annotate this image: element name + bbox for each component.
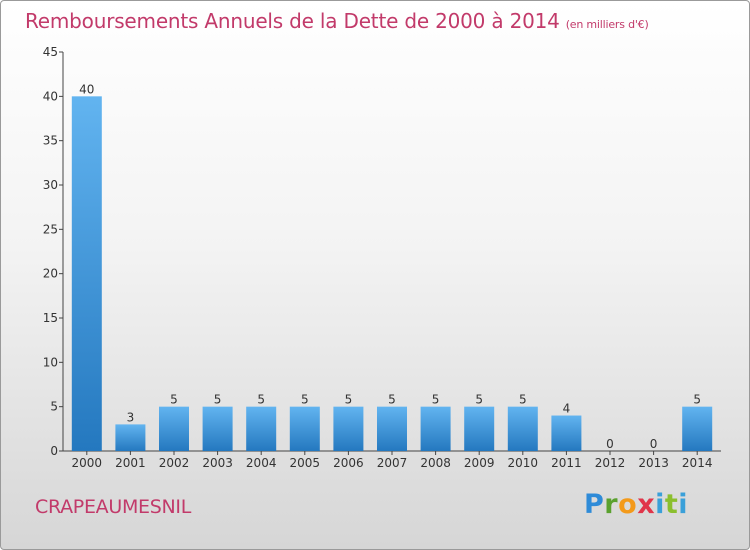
y-tick-label: 45 [43, 45, 58, 59]
y-tick-label: 20 [43, 267, 58, 281]
x-tick-label: 2010 [508, 456, 539, 470]
bar-value-label: 3 [127, 410, 135, 424]
bar [289, 406, 320, 451]
bar [682, 406, 713, 451]
bar-value-label: 5 [257, 393, 265, 407]
bar [377, 406, 407, 451]
bar-value-label: 5 [170, 393, 178, 407]
x-tick-label: 2008 [420, 456, 451, 470]
bar [159, 406, 189, 451]
x-tick-label: 2003 [202, 456, 233, 470]
commune-name: CRAPEAUMESNIL [35, 496, 192, 518]
bar [507, 406, 538, 451]
x-tick-label: 2004 [246, 456, 277, 470]
bar-value-label: 5 [475, 393, 483, 407]
chart-title-text: Remboursements Annuels de la Dette de 20… [25, 9, 560, 33]
bar [246, 406, 277, 451]
chart-unit: (en milliers d'€) [565, 18, 649, 31]
y-tick-label: 30 [43, 178, 58, 192]
bar [333, 406, 364, 451]
x-tick-label: 2011 [551, 456, 582, 470]
x-tick-label: 2000 [72, 456, 103, 470]
x-tick-label: 2005 [290, 456, 321, 470]
bar-value-label: 40 [79, 82, 94, 96]
x-tick-label: 2007 [377, 456, 408, 470]
x-tick-label: 2001 [115, 456, 146, 470]
x-tick-label: 2013 [638, 456, 669, 470]
x-tick-label: 2009 [464, 456, 495, 470]
y-tick-label: 10 [43, 355, 58, 369]
x-tick-label: 2002 [159, 456, 190, 470]
x-tick-label: 2012 [595, 456, 626, 470]
x-tick-label: 2006 [333, 456, 364, 470]
bar-value-label: 0 [650, 437, 658, 451]
bar-value-label: 0 [606, 437, 614, 451]
x-tick-label: 2014 [682, 456, 713, 470]
y-tick-label: 15 [43, 311, 58, 325]
bar-value-label: 5 [693, 393, 701, 407]
y-tick-label: 5 [50, 400, 58, 414]
bar [420, 406, 451, 451]
bar [115, 424, 146, 451]
bar-value-label: 5 [301, 393, 309, 407]
bar [202, 406, 233, 451]
y-tick-label: 35 [43, 134, 58, 148]
bar-value-label: 5 [432, 393, 440, 407]
y-tick-label: 40 [43, 89, 58, 103]
bar-value-label: 4 [563, 402, 571, 416]
bar-value-label: 5 [214, 393, 222, 407]
bar [464, 406, 495, 451]
bar-value-label: 5 [388, 393, 396, 407]
proxiti-logo: Proxiti [584, 489, 689, 520]
chart-title: Remboursements Annuels de la Dette de 20… [25, 9, 649, 33]
bar-value-label: 5 [345, 393, 353, 407]
bar-value-label: 5 [519, 393, 527, 407]
bar [551, 415, 582, 451]
y-tick-label: 25 [43, 222, 58, 236]
y-tick-label: 0 [50, 444, 58, 458]
bar [71, 96, 102, 451]
